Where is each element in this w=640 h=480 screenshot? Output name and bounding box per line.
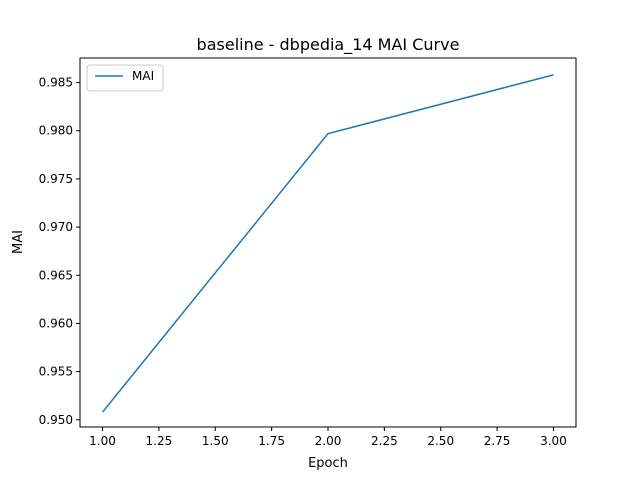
y-tick-label: 0.950 bbox=[39, 413, 73, 427]
y-tick-label: 0.955 bbox=[39, 365, 73, 379]
y-tick-label: 0.975 bbox=[39, 172, 73, 186]
x-tick-label: 1.50 bbox=[202, 434, 229, 448]
y-tick-label: 0.965 bbox=[39, 268, 73, 282]
x-axis-ticks: 1.00 1.25 1.50 1.75 2.00 2.25 2.50 2.75 3.00 bbox=[89, 427, 567, 448]
x-tick-label: 1.00 bbox=[89, 434, 116, 448]
y-tick-label: 0.980 bbox=[39, 124, 73, 138]
x-tick-label: 1.25 bbox=[146, 434, 173, 448]
x-tick-label: 2.50 bbox=[427, 434, 454, 448]
x-tick-label: 1.75 bbox=[258, 434, 285, 448]
plot-area: 1.00 1.25 1.50 1.75 2.00 2.25 2.50 2.75 3.00 0.9… bbox=[39, 57, 577, 448]
x-tick-label: 2.00 bbox=[315, 434, 342, 448]
x-tick-label: 2.25 bbox=[371, 434, 398, 448]
y-tick-label: 0.970 bbox=[39, 220, 73, 234]
x-tick-label: 3.00 bbox=[540, 434, 567, 448]
chart-title: baseline - dbpedia_14 MAI Curve bbox=[197, 35, 460, 55]
legend: MAI bbox=[86, 64, 164, 92]
y-axis-ticks: 0.950 0.955 0.960 0.965 0.970 0.975 0.980 0.985 bbox=[39, 76, 80, 427]
x-axis-label: Epoch bbox=[308, 456, 348, 471]
x-tick-label: 2.75 bbox=[484, 434, 511, 448]
series-layer bbox=[101, 74, 554, 413]
plot-frame bbox=[79, 57, 577, 428]
y-axis-label: MAI bbox=[11, 230, 26, 254]
legend-box bbox=[86, 64, 164, 92]
legend-label: MAI bbox=[132, 69, 154, 83]
y-tick-label: 0.960 bbox=[39, 316, 73, 330]
y-tick-label: 0.985 bbox=[39, 76, 73, 90]
